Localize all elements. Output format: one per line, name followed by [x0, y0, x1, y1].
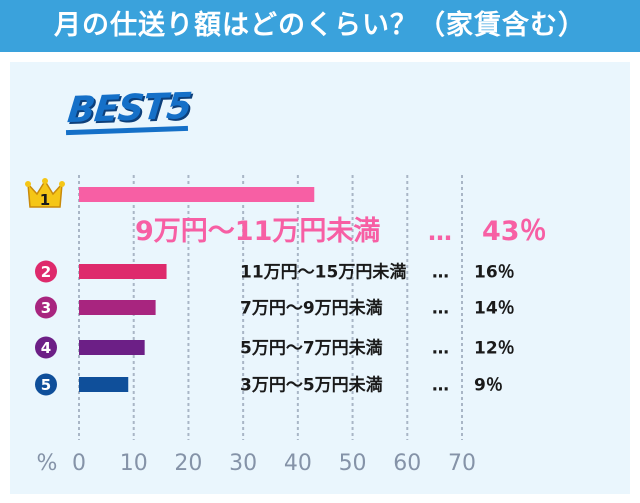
x-tick-label: 30 — [229, 451, 257, 476]
x-tick-label: 40 — [284, 451, 312, 476]
crown-icon-dot — [25, 181, 31, 187]
rank-circle-icon — [35, 296, 57, 319]
rank-circle-icon — [35, 336, 57, 359]
rank-number: 2 — [41, 263, 51, 281]
bar — [79, 187, 315, 202]
bar-category-label: 9万円～11万円未満 — [135, 216, 380, 247]
header-bar: 月の仕送り額はどのくらい？（家賃含む） — [0, 0, 640, 52]
bar-separator: … — [432, 339, 449, 359]
bar-separator: … — [428, 218, 452, 246]
x-tick-label: 60 — [393, 451, 421, 476]
rank-circle-icon — [35, 373, 57, 396]
bar — [79, 340, 145, 355]
bar-value-label: 14％ — [474, 299, 515, 319]
bar-category-label: 5万円～7万円未満 — [240, 338, 383, 359]
bar — [79, 377, 129, 392]
bar-separator: … — [432, 376, 449, 396]
bar — [79, 300, 156, 315]
bar-category-label: 11万円～15万円未満 — [240, 262, 406, 283]
bar-category-label: 3万円～5万円未満 — [240, 375, 383, 396]
x-axis-unit: % — [37, 451, 58, 476]
bar-value-label: 9％ — [474, 376, 503, 396]
x-tick-label: 10 — [120, 451, 148, 476]
crown-icon-dot — [42, 178, 48, 184]
rank-number: 3 — [41, 299, 51, 317]
rank-number: 5 — [41, 376, 51, 394]
bar-separator: … — [432, 299, 449, 319]
bar-value-label: 16％ — [474, 263, 515, 283]
bar-category-label: 7万円～9万円未満 — [240, 298, 383, 319]
bar-value-label: 12％ — [474, 339, 515, 359]
rank-circle-icon — [35, 260, 57, 283]
bar-value-label: 43％ — [482, 216, 547, 247]
x-tick-label: 0 — [72, 451, 86, 476]
x-tick-label: 70 — [448, 451, 476, 476]
crown-icon-dot — [59, 181, 65, 187]
bar — [79, 264, 167, 279]
page-title: 月の仕送り額はどのくらい？（家賃含む） — [54, 10, 586, 41]
rank-number: 4 — [41, 339, 51, 357]
x-tick-label: 50 — [339, 451, 367, 476]
bar-separator: … — [432, 263, 449, 283]
rank-number: 1 — [40, 191, 50, 209]
x-tick-label: 20 — [174, 451, 202, 476]
